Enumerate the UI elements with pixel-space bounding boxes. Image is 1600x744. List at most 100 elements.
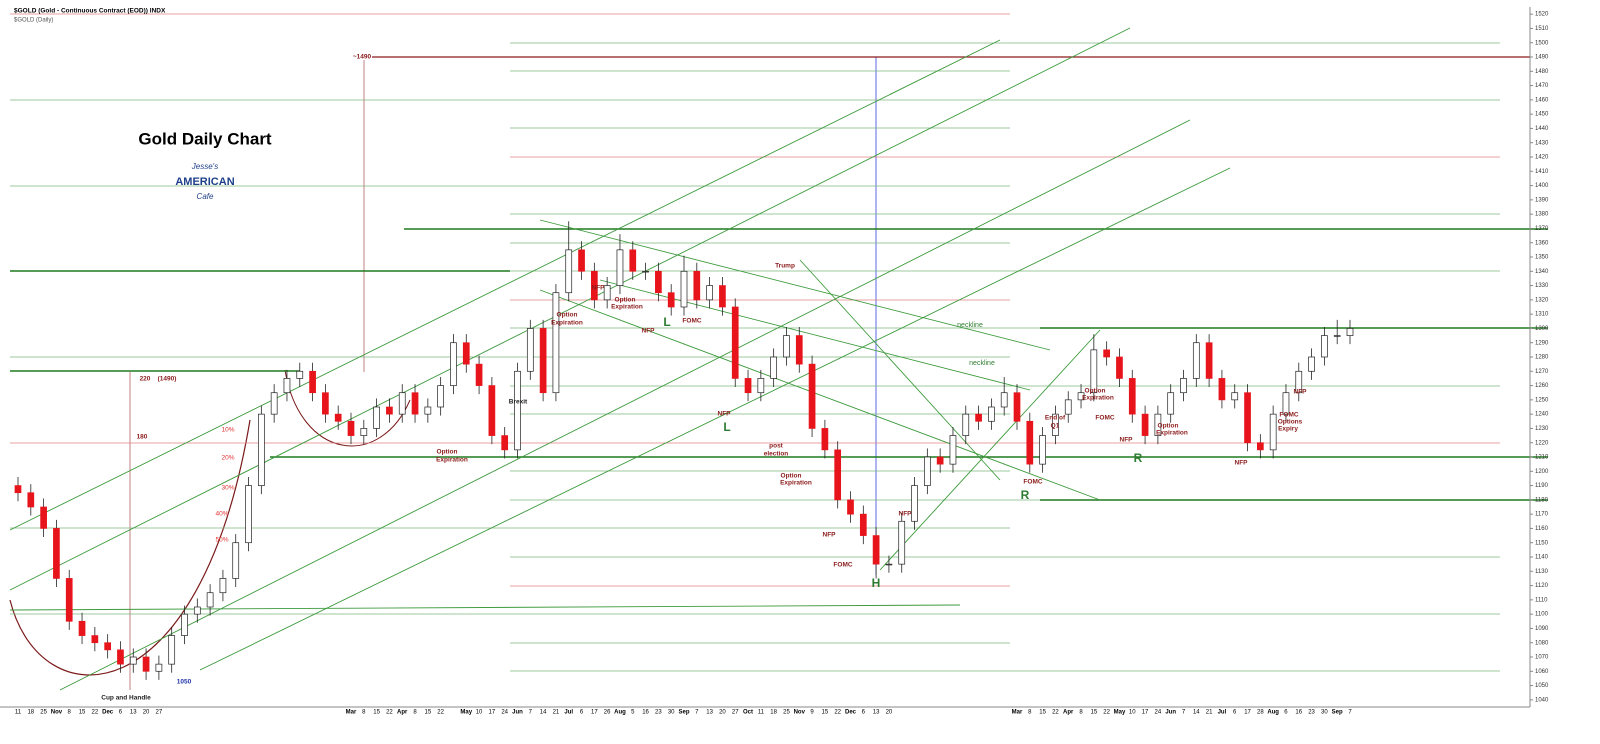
- candle-body: [53, 528, 60, 579]
- annotation: Expiration: [611, 304, 643, 311]
- y-tick-label: 1250: [1535, 397, 1549, 403]
- y-tick-label: 1210: [1535, 455, 1549, 461]
- trend-lines: [9, 13, 1548, 691]
- candle-body: [1180, 378, 1187, 394]
- candle-body: [539, 328, 547, 394]
- x-tick-label: 7: [1348, 710, 1352, 716]
- candle-body: [757, 378, 765, 394]
- annotation: Option: [781, 473, 802, 480]
- y-tick-label: 1300: [1535, 326, 1549, 332]
- y-tick-label: 1520: [1535, 12, 1549, 18]
- header: $GOLD (Gold - Continuous Contract (EOD))…: [14, 8, 166, 15]
- x-tick-label: 7: [1182, 710, 1186, 716]
- annotation: Q1: [1051, 423, 1060, 430]
- candle-body: [693, 270, 701, 301]
- candle-body: [1269, 413, 1277, 451]
- y-tick-label: 1180: [1535, 497, 1549, 503]
- x-tick-label: 6: [580, 710, 584, 716]
- annotation: Expiration: [551, 320, 583, 327]
- x-tick-label: 22: [1052, 710, 1059, 716]
- trend-line: [799, 259, 1001, 481]
- candle-body: [1308, 356, 1315, 372]
- y-tick-label: 1130: [1535, 569, 1549, 575]
- candle-body: [655, 270, 662, 294]
- annotation: End of: [1045, 415, 1066, 422]
- candle-body: [1205, 342, 1213, 379]
- annotation: 20%: [221, 455, 234, 462]
- annotation: NFP: [823, 532, 837, 539]
- y-tick-label: 1460: [1535, 97, 1549, 103]
- y-tick-label: 1500: [1535, 40, 1549, 46]
- trend-line: [59, 119, 1191, 691]
- candle-body: [1039, 435, 1046, 465]
- y-tick-label: 1060: [1535, 669, 1549, 675]
- annotation: FOMC: [1279, 412, 1298, 419]
- annotations: ~1490 220 (1490) 180 10% 20% 30% 40% 50% 1050 Cup …: [101, 54, 1307, 702]
- logo-text: Cafe: [197, 192, 214, 201]
- candle-body: [475, 363, 483, 386]
- trend-line: [9, 27, 1131, 591]
- x-tick-label: Sep: [1332, 710, 1343, 716]
- candle-body: [731, 306, 739, 379]
- x-tick-label: 15: [373, 710, 380, 716]
- handle-arc: [284, 369, 411, 447]
- candle-body: [117, 649, 124, 665]
- candle-body: [885, 563, 893, 566]
- x-tick-label: 6: [1233, 710, 1237, 716]
- candle-body: [40, 506, 47, 529]
- x-tick-label: 23: [655, 710, 662, 716]
- candle-body: [680, 270, 688, 308]
- candle-body: [719, 285, 726, 308]
- annotation: Cup and Handle: [101, 695, 151, 702]
- candle-body: [450, 342, 457, 386]
- annotation: NFP: [1294, 389, 1308, 396]
- x-tick-label: 7: [529, 710, 533, 716]
- x-tick-label: 17: [591, 710, 598, 716]
- x-tick-label: 22: [92, 710, 99, 716]
- candle-body: [1295, 370, 1303, 394]
- x-tick-label: 22: [1103, 710, 1110, 716]
- candle-body: [360, 428, 368, 436]
- y-tick-label: 1470: [1535, 83, 1549, 89]
- logo-text: AMERICAN: [175, 176, 234, 188]
- candle-body: [603, 285, 611, 301]
- x-tick-label: 30: [1321, 710, 1328, 716]
- trend-line: [9, 39, 1001, 531]
- x-tick-label: 17: [489, 710, 496, 716]
- candle-body: [501, 435, 509, 451]
- candle-body: [667, 292, 675, 308]
- x-tick-label: 11: [15, 710, 22, 716]
- y-tick-label: 1400: [1535, 183, 1549, 189]
- x-tick-label: 13: [706, 710, 713, 716]
- candle-body: [78, 620, 86, 636]
- annotation: Expiration: [780, 480, 812, 487]
- annotation: 1050: [177, 679, 192, 686]
- y-tick-label: 1160: [1535, 526, 1549, 532]
- annotation: Expiration: [436, 457, 468, 464]
- trend-line: [9, 604, 961, 611]
- annotation: FOMC: [682, 318, 701, 325]
- annotation: 220: [140, 376, 151, 383]
- candle-body: [565, 249, 573, 294]
- x-tick-label: 15: [1039, 710, 1046, 716]
- x-tick-label: 14: [1193, 710, 1200, 716]
- y-tick-label: 1380: [1535, 212, 1549, 218]
- plot: 1040105010601070108010901100111011201130…: [0, 7, 1549, 716]
- y-tick-label: 1050: [1535, 683, 1549, 689]
- candle-body: [1321, 335, 1328, 358]
- candle-body: [783, 335, 790, 358]
- candle-body: [27, 492, 35, 508]
- candle-body: [1000, 392, 1008, 408]
- x-tick-label: 7: [695, 710, 699, 716]
- x-tick-label: 14: [540, 710, 547, 716]
- x-tick-label: 20: [719, 710, 726, 716]
- candle-body: [193, 606, 201, 615]
- annotation: Option: [1085, 388, 1106, 395]
- y-tick-label: 1270: [1535, 369, 1549, 375]
- cup-arc: [9, 419, 251, 676]
- y-tick-label: 1170: [1535, 512, 1549, 518]
- x-tick-label: 9: [810, 710, 814, 716]
- annotation: 40%: [215, 511, 228, 518]
- annotation: H: [872, 576, 881, 590]
